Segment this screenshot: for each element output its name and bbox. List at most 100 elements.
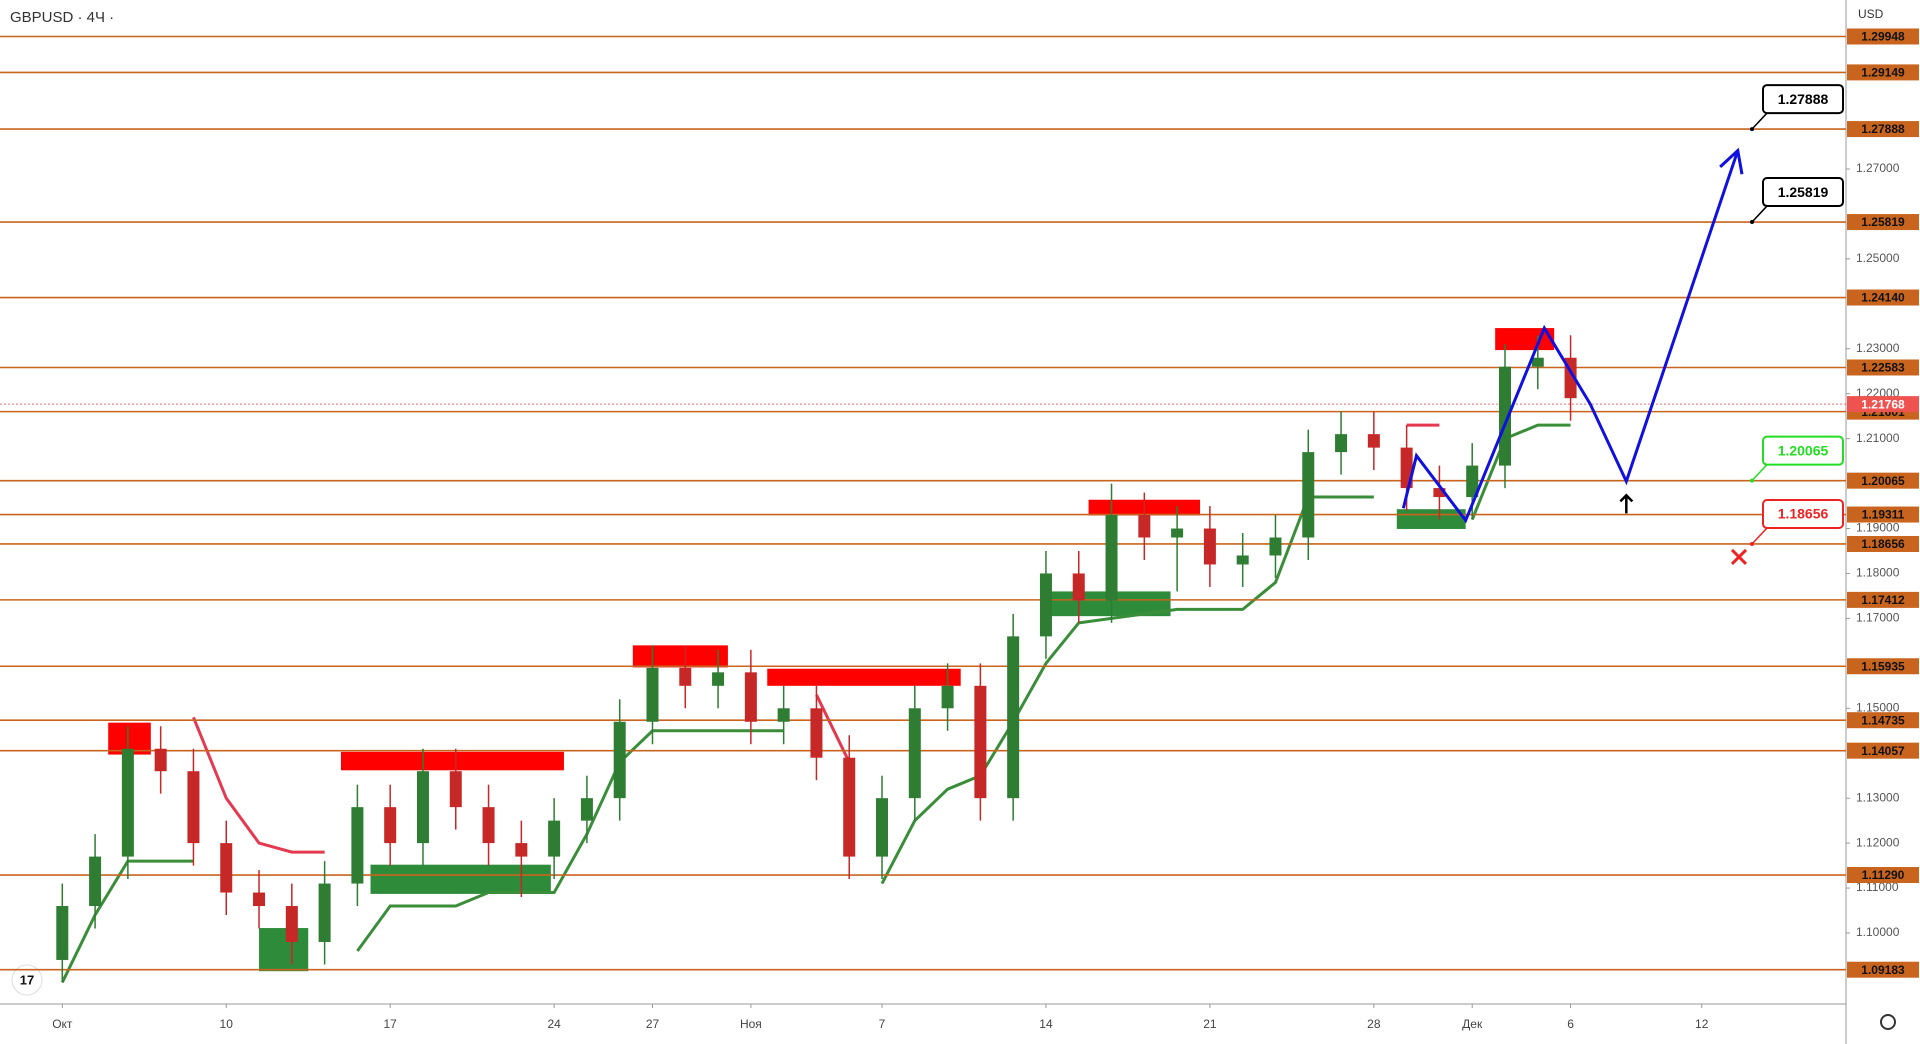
y-tick-label: 1.23000	[1856, 341, 1900, 355]
y-tick-label: 1.13000	[1856, 790, 1900, 804]
level-label-box	[1847, 472, 1919, 489]
level-label: 1.25819	[1861, 215, 1905, 229]
candle-body	[220, 843, 233, 893]
zone	[1495, 328, 1555, 351]
level-label: 1.24140	[1861, 291, 1905, 305]
callout-pointer	[1751, 464, 1768, 482]
zone	[341, 751, 564, 771]
callout-box	[1762, 435, 1844, 466]
candle-body	[548, 820, 561, 857]
level-label-box	[1847, 961, 1919, 978]
x-tick-label: Окт	[52, 1017, 73, 1031]
candle-body	[712, 672, 725, 686]
x-tick-label: 24	[547, 1017, 561, 1031]
y-tick-label: 1.19000	[1856, 521, 1900, 535]
y-tick-label: 1.15000	[1856, 700, 1900, 714]
candle-body	[515, 843, 528, 857]
callout-label: 1.20065	[1778, 442, 1829, 458]
candle-body	[351, 807, 364, 884]
zone	[259, 928, 309, 972]
callout-pointer	[1751, 205, 1768, 223]
candle-body	[843, 757, 856, 857]
callout-pointer	[1751, 112, 1768, 130]
candle-body	[1171, 528, 1184, 538]
level-label-box	[1847, 658, 1919, 675]
candle-body	[121, 748, 134, 857]
candle-body	[580, 798, 593, 821]
callout-label: 1.25819	[1778, 184, 1829, 200]
callout-dot	[1750, 478, 1754, 483]
level-label: 1.15935	[1861, 659, 1905, 673]
candle-body	[1105, 515, 1118, 601]
candle-body	[974, 685, 987, 799]
candle-body	[1498, 366, 1511, 466]
candle-body	[1138, 515, 1151, 538]
settings-icon[interactable]	[1880, 1014, 1896, 1030]
candle-body	[1302, 452, 1315, 538]
level-label: 1.27888	[1861, 122, 1905, 136]
currency[interactable]: USD	[1858, 7, 1884, 21]
candle-body	[744, 672, 757, 722]
chart-title: GBPUSD · 4Ч ·	[10, 9, 114, 26]
y-tick-label: 1.21000	[1856, 431, 1900, 445]
projection-line	[1401, 150, 1740, 524]
level-label-box	[1847, 712, 1919, 729]
candle-body	[1269, 537, 1282, 556]
level-label-box	[1847, 64, 1919, 81]
candle-body	[1531, 357, 1544, 367]
candle-body	[56, 906, 69, 960]
level-label-box	[1847, 289, 1919, 306]
zone	[767, 668, 961, 686]
callout-box	[1762, 177, 1844, 208]
x-tick-label: 12	[1695, 1017, 1709, 1031]
candle-body	[384, 807, 397, 844]
up-arrow	[1619, 493, 1634, 514]
candle-body	[1466, 465, 1479, 498]
callout-dot	[1750, 541, 1754, 546]
level-label: 1.29948	[1861, 30, 1905, 44]
callout-box	[1762, 498, 1844, 529]
y-tick-label: 1.12000	[1856, 835, 1900, 849]
candle-body	[679, 667, 692, 686]
y-tick-label: 1.18000	[1856, 566, 1900, 580]
y-tick-label: 1.11000	[1856, 880, 1899, 894]
candle-body	[1433, 488, 1446, 498]
projection-arrowhead	[1719, 147, 1744, 175]
candle-body	[1236, 555, 1249, 565]
callout-dot	[1750, 127, 1754, 132]
y-tick-label: 1.17000	[1856, 611, 1900, 625]
y-tick-label: 1.10000	[1856, 925, 1900, 939]
level-label: 1.14735	[1861, 713, 1905, 727]
x-tick-label: 10	[220, 1017, 234, 1031]
level-label: 1.14057	[1861, 744, 1905, 758]
level-label: 1.22583	[1861, 361, 1905, 375]
x-tick-label: Дек	[1462, 1017, 1483, 1031]
level-label-box	[1847, 867, 1919, 884]
level-label: 1.18656	[1861, 537, 1905, 551]
y-tick-label: 1.27000	[1856, 161, 1900, 175]
candle-body	[318, 883, 331, 942]
svg-text:17: 17	[20, 972, 34, 987]
candle-body	[253, 892, 266, 907]
candle-body	[1007, 636, 1020, 799]
zone	[632, 645, 728, 668]
level-label-box	[1847, 591, 1919, 608]
level-label-box	[1847, 214, 1919, 231]
candle-body	[1039, 573, 1052, 637]
level-label-box	[1847, 121, 1919, 138]
candle-body	[613, 721, 626, 799]
x-tick-label: 14	[1039, 1017, 1053, 1031]
candle-body	[187, 771, 200, 844]
candle-body	[646, 667, 659, 722]
candle-body	[154, 748, 167, 772]
y-tick-label: 1.25000	[1856, 251, 1900, 265]
level-label-box	[1847, 506, 1919, 523]
candle-body	[876, 798, 889, 857]
level-label: 1.09183	[1861, 963, 1905, 977]
level-label: 1.19311	[1862, 508, 1905, 522]
candle-body	[1203, 528, 1216, 565]
x-tick-label: 27	[646, 1017, 660, 1031]
level-label-box	[1847, 742, 1919, 759]
